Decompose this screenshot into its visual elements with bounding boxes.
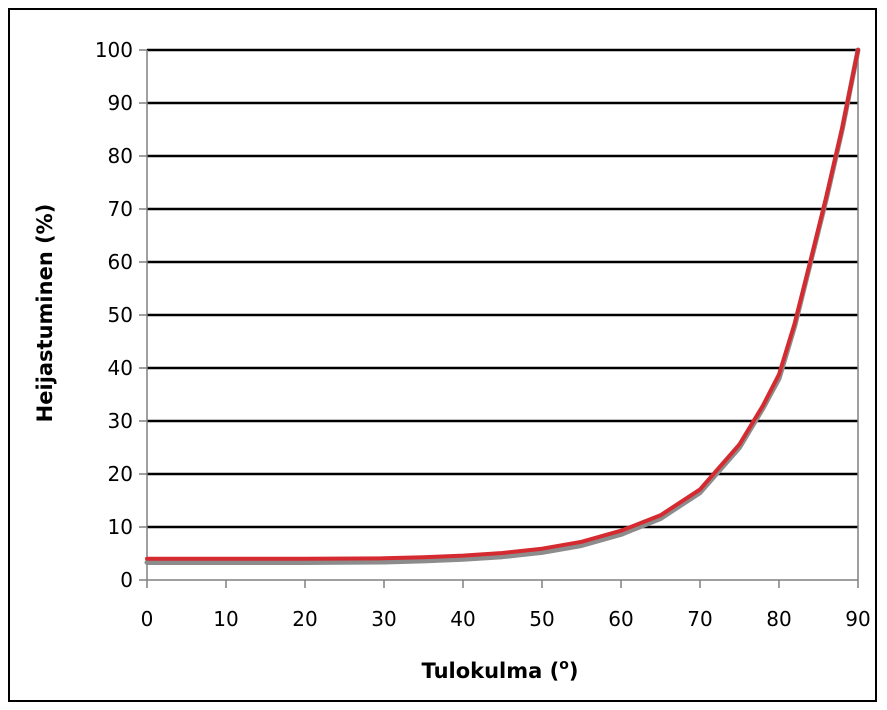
series-line-2 bbox=[145, 48, 860, 561]
x-tick-label: 50 bbox=[529, 607, 554, 631]
x-tick-label: 60 bbox=[608, 607, 633, 631]
x-tick-label: 20 bbox=[292, 607, 317, 631]
y-tick-label: 100 bbox=[95, 38, 133, 62]
x-tick-labels: 0 10 20 30 40 50 60 70 80 90 bbox=[141, 607, 871, 631]
x-axis-title-close: ) bbox=[569, 659, 579, 683]
y-tick-label: 30 bbox=[108, 409, 133, 433]
chart-frame bbox=[8, 8, 877, 702]
x-tick-label: 90 bbox=[845, 607, 870, 631]
y-tick-labels: 0 10 20 30 40 50 60 70 80 90 100 bbox=[95, 38, 133, 592]
axes bbox=[139, 49, 859, 588]
y-tick-label: 60 bbox=[108, 250, 133, 274]
y-tick-label: 90 bbox=[108, 91, 133, 115]
y-tick-label: 0 bbox=[120, 568, 133, 592]
x-axis-title: Tulokulma (o) bbox=[422, 657, 579, 683]
x-tick-label: 10 bbox=[213, 607, 238, 631]
x-tick-label: 0 bbox=[141, 607, 154, 631]
y-tick-label: 20 bbox=[108, 462, 133, 486]
series-line-1 bbox=[144, 47, 861, 565]
y-tick-label: 50 bbox=[108, 303, 133, 327]
y-tick-label: 10 bbox=[108, 515, 133, 539]
x-tick-label: 40 bbox=[450, 607, 475, 631]
x-tick-label: 80 bbox=[766, 607, 791, 631]
x-tick-label: 30 bbox=[371, 607, 396, 631]
y-axis-title: Heijastuminen (%) bbox=[33, 204, 57, 423]
y-tick-label: 40 bbox=[108, 356, 133, 380]
gridlines bbox=[147, 48, 858, 529]
x-tick-label: 70 bbox=[687, 607, 712, 631]
y-tick-label: 70 bbox=[108, 197, 133, 221]
series-lines bbox=[144, 47, 861, 565]
x-axis-title-main: Tulokulma ( bbox=[422, 659, 560, 683]
x-axis-title-degree: o bbox=[559, 657, 569, 673]
y-tick-label: 80 bbox=[108, 144, 133, 168]
